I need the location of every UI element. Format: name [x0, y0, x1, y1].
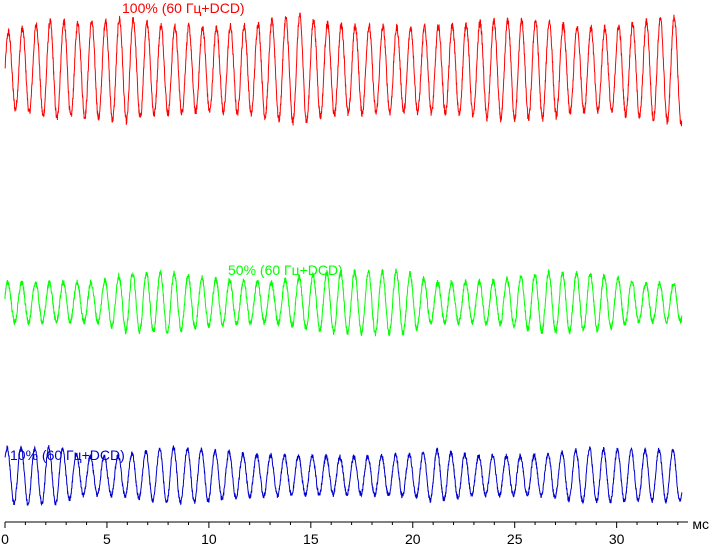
series-line-100-percent: [4, 12, 683, 127]
x-tick-label: 30: [609, 531, 625, 547]
x-tick-label: 0: [1, 531, 9, 547]
series-line-50-percent: [4, 268, 683, 337]
x-tick-label: 20: [405, 531, 421, 547]
series-layer: [4, 12, 683, 507]
x-tick-label: 10: [201, 531, 217, 547]
x-tick-label: 25: [507, 531, 523, 547]
series-label-10-percent: 10% (60 Гц+DCD): [10, 447, 125, 463]
series-line-10-percent: [4, 445, 683, 507]
x-tick-label: 5: [103, 531, 111, 547]
series-label-100-percent: 100% (60 Гц+DCD): [122, 0, 245, 16]
series-label-50-percent: 50% (60 Гц+DCD): [228, 262, 343, 278]
x-axis-title: мс: [692, 516, 709, 532]
x-tick-label: 15: [303, 531, 319, 547]
x-axis-ticks: 0 5 10 15 20 25 30: [1, 522, 679, 547]
